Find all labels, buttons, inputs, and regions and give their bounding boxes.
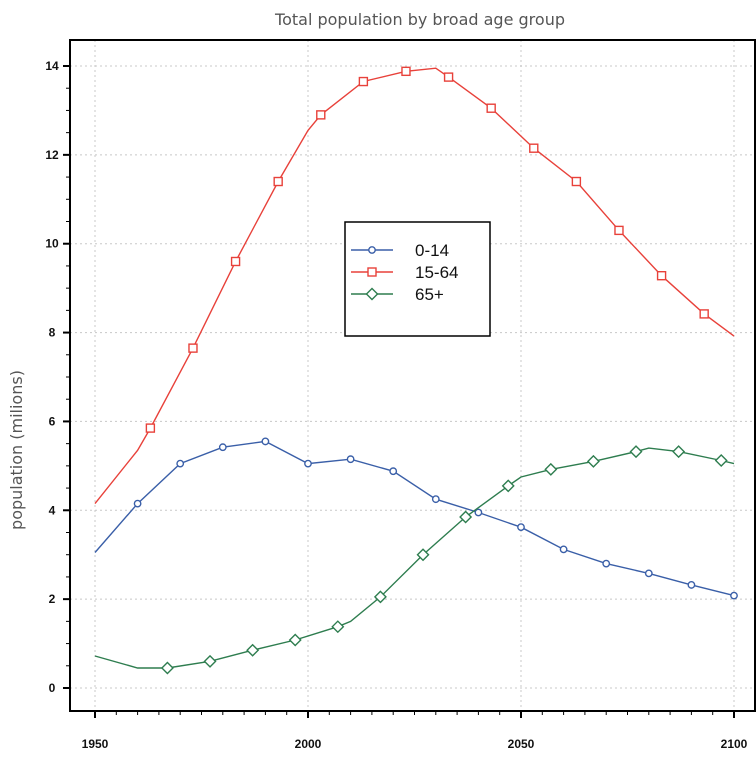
series-marker-15-64 xyxy=(571,176,582,187)
legend-label-15-64: 15-64 xyxy=(415,263,458,282)
series-marker-65+ xyxy=(544,462,558,476)
series-marker-0-14 xyxy=(474,508,483,517)
series-marker-65+ xyxy=(203,654,217,668)
series-marker-65+ xyxy=(714,454,728,468)
series-marker-15-64 xyxy=(145,423,156,433)
series-marker-65+ xyxy=(373,590,387,604)
series-marker-65+ xyxy=(459,510,473,524)
series-marker-15-64 xyxy=(443,72,454,82)
series-marker-65+ xyxy=(416,548,430,562)
series-marker-0-14 xyxy=(730,591,738,600)
series-marker-65+ xyxy=(586,454,600,468)
series-marker-15-64 xyxy=(656,271,667,281)
series-marker-0-14 xyxy=(644,569,653,578)
series-marker-15-64 xyxy=(358,76,369,87)
series-layer xyxy=(94,66,738,675)
legend-marker-15-64 xyxy=(367,267,377,277)
series-marker-65+ xyxy=(501,479,515,493)
x-tick-label: 2000 xyxy=(295,737,322,751)
series-marker-0-14 xyxy=(602,559,611,568)
series-marker-0-14 xyxy=(346,455,355,464)
legend-box xyxy=(344,221,491,337)
legend-label-0-14: 0-14 xyxy=(415,241,449,260)
series-marker-0-14 xyxy=(176,459,185,468)
legend: 0-14 15-64 65+ xyxy=(344,221,491,337)
legend-marker-0-14 xyxy=(368,246,376,254)
plot-frame xyxy=(69,39,756,712)
y-tick-label: 14 xyxy=(45,59,59,73)
y-tick-label: 8 xyxy=(49,326,56,340)
series-marker-0-14 xyxy=(389,467,398,476)
series-marker-15-64 xyxy=(614,225,624,236)
series-marker-15-64 xyxy=(316,110,326,120)
y-tick-label: 10 xyxy=(45,237,59,251)
series-marker-0-14 xyxy=(261,437,270,446)
series-marker-0-14 xyxy=(517,523,525,532)
series-marker-15-64 xyxy=(401,66,411,77)
grid-lines xyxy=(70,40,756,711)
series-marker-65+ xyxy=(246,643,260,657)
series-marker-15-64 xyxy=(188,343,198,353)
series-marker-0-14 xyxy=(218,443,227,452)
series-marker-0-14 xyxy=(133,499,142,508)
y-tick-label: 2 xyxy=(49,592,56,606)
y-tick-label: 4 xyxy=(49,503,56,517)
series-marker-65+ xyxy=(288,633,302,647)
series-marker-15-64 xyxy=(486,103,496,113)
series-marker-65+ xyxy=(331,620,345,634)
legend-label-65+: 65+ xyxy=(415,285,444,304)
series-marker-65+ xyxy=(672,445,686,459)
series-line-65+ xyxy=(94,447,735,669)
y-axis-label: population (milions) xyxy=(7,370,26,530)
y-tick-label: 0 xyxy=(49,681,56,695)
x-tick-label: 1950 xyxy=(82,737,109,751)
series-marker-0-14 xyxy=(304,459,312,468)
series-marker-0-14 xyxy=(431,495,440,504)
series-marker-0-14 xyxy=(559,545,568,554)
series-line-0-14 xyxy=(94,440,735,597)
series-marker-65+ xyxy=(629,445,643,459)
series-marker-15-64 xyxy=(529,143,539,153)
series-marker-0-14 xyxy=(687,581,696,589)
series-marker-65+ xyxy=(160,661,174,675)
axes: 0 2 4 6 8 10 12 14 1950 2000 2050 2100 xyxy=(45,39,756,751)
legend-marker-65+ xyxy=(365,287,379,301)
series-marker-15-64 xyxy=(699,309,709,319)
x-tick-label: 2100 xyxy=(721,737,748,751)
chart-title: Total population by broad age group xyxy=(274,10,565,29)
series-marker-15-64 xyxy=(273,176,283,187)
x-tick-label: 2050 xyxy=(508,737,535,751)
series-marker-15-64 xyxy=(230,256,241,267)
y-tick-label: 12 xyxy=(45,148,59,162)
y-tick-label: 6 xyxy=(49,414,56,428)
